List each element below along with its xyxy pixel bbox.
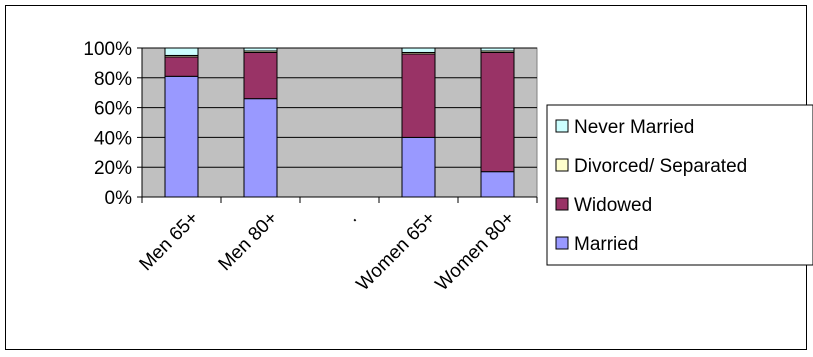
x-tick-label: Women 65+	[353, 208, 440, 295]
legend-swatch	[555, 236, 569, 250]
bar-segment	[243, 98, 278, 198]
y-axis: 0% 20% 40% 60% 80% 100%	[83, 39, 143, 209]
legend-label: Never Married	[574, 117, 694, 138]
bar-segment	[401, 136, 436, 198]
bar-segment	[480, 47, 515, 52]
plot-area	[141, 47, 538, 198]
legend-label: Divorced/ Separated	[574, 156, 747, 177]
legend-swatch	[555, 197, 569, 211]
bar-segment	[401, 47, 436, 53]
bar-segment	[243, 47, 278, 52]
y-tick-label: 60%	[94, 99, 132, 120]
x-tick-label: Men 80+	[215, 208, 283, 276]
legend-swatch	[555, 119, 569, 133]
bars	[164, 47, 515, 198]
bar-segment	[480, 171, 515, 198]
legend: Never Married Divorced/ Separated Widowed M…	[546, 104, 813, 266]
x-tick-label: Women 80+	[432, 208, 519, 295]
bar-segment	[243, 51, 278, 100]
x-tick-label: Men 65+	[136, 208, 204, 276]
legend-label: Married	[574, 234, 638, 255]
x-tick-label: .	[342, 208, 361, 227]
y-tick-label: 20%	[94, 158, 132, 179]
legend-swatch	[555, 158, 569, 172]
bar-segment	[164, 47, 199, 56]
bar-segment	[480, 51, 515, 173]
y-tick-label: 40%	[94, 128, 132, 149]
bar-segment	[401, 53, 436, 138]
legend-box	[546, 104, 813, 266]
y-tick-label: 100%	[83, 39, 132, 60]
bar-segment	[164, 75, 199, 198]
legend-label: Widowed	[574, 195, 652, 216]
y-tick-label: 80%	[94, 69, 132, 90]
y-tick-label: 0%	[105, 188, 133, 209]
bar-segment	[164, 56, 199, 77]
x-axis: Men 65+ Men 80+ .Women 65+Women 80+	[136, 196, 538, 295]
